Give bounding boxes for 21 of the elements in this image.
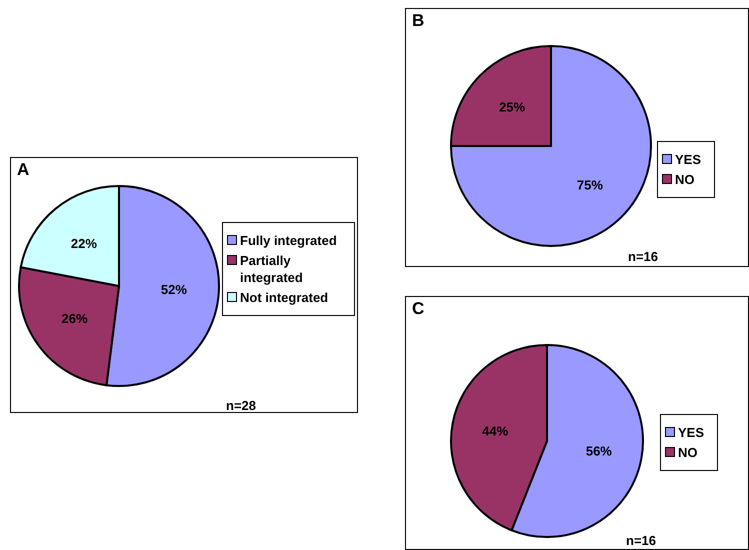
data-label: 52% (160, 282, 188, 297)
chart-title: A (17, 160, 30, 180)
legend-label: Not integrated (240, 289, 328, 306)
text: n=16 (628, 249, 658, 264)
legend-label: YES (675, 151, 702, 168)
legend-label: Partially integrated (240, 252, 304, 286)
text: n=28 (226, 398, 256, 413)
text: n=16 (626, 533, 656, 548)
data-label: 56% (586, 443, 612, 458)
legend-label: NO (678, 444, 698, 461)
data-label: 44% (482, 424, 509, 439)
data-label: 22% (70, 236, 98, 252)
data-label: 26% (61, 310, 88, 326)
chart-title: B (412, 11, 424, 31)
legend-label: NO (675, 171, 694, 188)
data-label: 75% (576, 177, 604, 192)
legend-label: YES (678, 424, 704, 441)
data-label: 25% (499, 100, 526, 115)
chart-title: C (412, 299, 424, 319)
pie-slice (450, 45, 652, 247)
legend-label: Fully integrated (240, 232, 337, 249)
